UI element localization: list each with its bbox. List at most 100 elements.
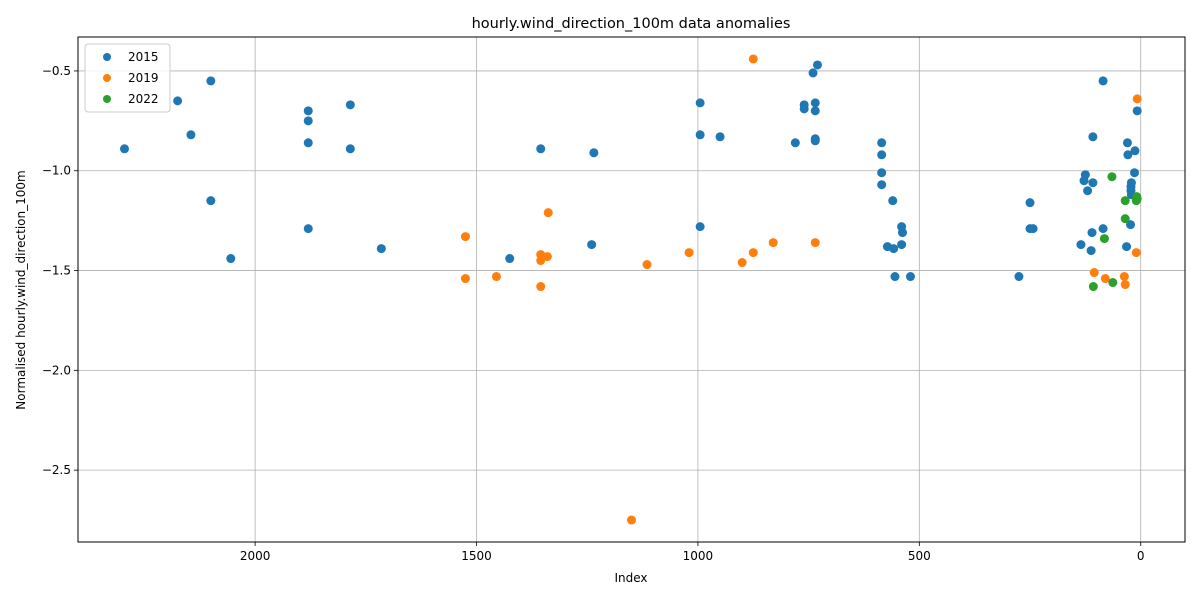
data-point-2015 (695, 130, 705, 140)
legend-label-2019: 2019 (128, 71, 159, 85)
data-point-2015 (1122, 242, 1132, 252)
data-point-2015 (173, 96, 183, 106)
data-point-2019 (1119, 272, 1129, 282)
data-point-2019 (460, 274, 470, 284)
data-point-2015 (810, 98, 820, 108)
legend-marker-2022 (103, 95, 111, 103)
data-point-2019 (460, 232, 470, 242)
x-tick-label: 1500 (461, 549, 492, 563)
data-point-2015 (1130, 168, 1140, 178)
data-point-2015 (1083, 186, 1093, 196)
legend-box (84, 43, 171, 113)
data-points (119, 54, 1142, 525)
data-point-2015 (589, 148, 599, 158)
data-point-2015 (715, 132, 725, 142)
plot-area-frame (77, 36, 1186, 543)
data-point-2022 (1120, 214, 1130, 224)
data-point-2022 (1131, 196, 1141, 206)
data-point-2015 (1086, 246, 1096, 256)
grid (78, 37, 1185, 542)
data-point-2019 (627, 515, 636, 525)
data-point-2015 (1088, 178, 1098, 188)
y-axis-label: Normalised hourly.wind_direction_100m (14, 170, 28, 409)
legend-marker-2019 (103, 74, 111, 82)
data-point-2015 (345, 144, 355, 154)
data-point-2019 (642, 260, 652, 270)
data-point-2015 (810, 106, 820, 116)
data-point-2015 (1079, 176, 1089, 186)
data-point-2015 (812, 60, 822, 70)
x-tick-label: 500 (908, 549, 931, 563)
data-point-2015 (206, 76, 216, 86)
data-point-2015 (1126, 220, 1136, 230)
data-point-2015 (897, 228, 907, 238)
y-tick-label: −1.0 (42, 164, 71, 178)
data-point-2015 (303, 224, 313, 234)
data-point-2019 (1131, 248, 1141, 258)
data-point-2019 (536, 256, 546, 266)
y-tick-label: −2.0 (42, 363, 71, 377)
axis-ticks: 2000 1500 1000 500 0 −0.5 −1.0 −1.5 −2.0 −2.5 (42, 64, 1145, 563)
data-point-2015 (890, 272, 900, 282)
data-point-2015 (877, 150, 887, 160)
data-point-2015 (695, 222, 705, 232)
data-point-2015 (1088, 132, 1098, 142)
y-tick-label: −1.5 (42, 264, 71, 278)
data-point-2015 (810, 136, 820, 146)
data-point-2019 (737, 258, 747, 268)
data-point-2015 (1132, 106, 1142, 116)
data-point-2019 (1089, 268, 1099, 278)
y-tick-label: −2.5 (42, 463, 71, 477)
data-point-2019 (748, 54, 758, 64)
data-point-2015 (877, 168, 887, 178)
data-point-2015 (303, 116, 313, 126)
data-point-2015 (808, 68, 818, 78)
data-point-2015 (790, 138, 800, 148)
data-point-2015 (877, 180, 887, 190)
legend-label-2022: 2022 (128, 92, 159, 106)
data-point-2019 (536, 282, 546, 292)
data-point-2015 (303, 138, 313, 148)
data-point-2015 (888, 196, 898, 206)
data-point-2015 (536, 144, 546, 154)
x-axis-label: Index (614, 571, 647, 585)
data-point-2019 (810, 238, 820, 248)
data-point-2015 (1028, 224, 1038, 234)
data-point-2019 (768, 238, 778, 248)
data-point-2015 (905, 272, 915, 282)
data-point-2019 (1132, 94, 1142, 104)
y-tick-label: −0.5 (42, 64, 71, 78)
data-point-2015 (799, 104, 809, 114)
data-point-2019 (748, 248, 758, 258)
data-point-2015 (1130, 146, 1140, 156)
data-point-2015 (206, 196, 216, 206)
data-point-2015 (505, 254, 515, 264)
legend: 2015 2019 2022 (84, 43, 171, 113)
data-point-2022 (1088, 282, 1098, 292)
x-tick-label: 0 (1137, 549, 1145, 563)
data-point-2015 (345, 100, 355, 110)
data-point-2015 (877, 138, 887, 148)
data-point-2019 (491, 272, 501, 282)
chart-title: hourly.wind_direction_100m data anomalie… (472, 16, 791, 32)
data-point-2019 (1100, 274, 1110, 284)
data-point-2019 (684, 248, 694, 258)
data-point-2019 (543, 208, 553, 218)
data-point-2015 (1123, 150, 1133, 160)
data-point-2015 (226, 254, 236, 264)
data-point-2015 (587, 240, 597, 250)
x-tick-label: 1000 (683, 549, 714, 563)
legend-marker-2015 (103, 53, 111, 61)
data-point-2015 (1098, 76, 1108, 86)
data-point-2015 (1122, 138, 1132, 148)
data-point-2019 (1120, 280, 1130, 290)
data-point-2015 (1014, 272, 1024, 282)
legend-label-2015: 2015 (128, 50, 159, 64)
data-point-2015 (1087, 228, 1097, 238)
data-point-2015 (695, 98, 705, 108)
x-tick-label: 2000 (240, 549, 271, 563)
data-point-2015 (1025, 198, 1035, 208)
data-point-2015 (119, 144, 129, 154)
data-point-2022 (1099, 234, 1109, 244)
